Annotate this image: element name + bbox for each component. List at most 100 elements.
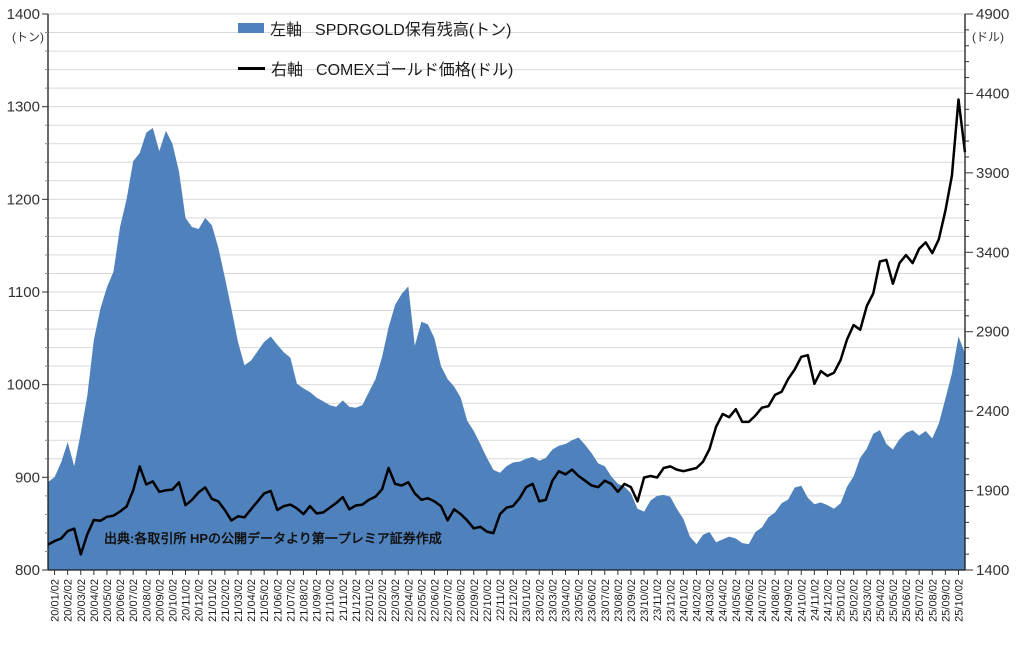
left-axis-tick-label: 900: [15, 469, 40, 486]
x-axis-tick-label: 23/07/02: [600, 579, 612, 622]
x-axis-tick-label: 23/09/02: [626, 579, 638, 622]
x-axis-tick-label: 25/08/02: [927, 579, 939, 622]
x-axis-tick-label: 24/12/02: [822, 579, 834, 622]
left-axis-tick-label: 1300: [7, 99, 40, 116]
x-axis-tick-label: 24/06/02: [744, 579, 756, 622]
legend-holdings-series-label: SPDRGOLD保有残高(トン): [315, 22, 512, 39]
x-axis-tick-label: 25/06/02: [901, 579, 913, 622]
legend-holdings-axis-label: 左軸: [270, 22, 303, 39]
x-axis-tick-label: 21/02/02: [220, 579, 232, 622]
x-axis-tick-label: 21/07/02: [285, 579, 297, 622]
x-axis-tick-label: 22/09/02: [469, 579, 481, 622]
legend-price-axis-label: 右軸: [271, 62, 304, 79]
x-axis-tick-label: 24/03/02: [705, 579, 717, 622]
x-axis-tick-label: 20/03/02: [76, 579, 88, 622]
x-axis-tick-label: 24/05/02: [731, 579, 743, 622]
x-axis-tick-label: 21/12/02: [351, 579, 363, 622]
x-axis-tick-label: 21/09/02: [312, 579, 324, 622]
x-axis-tick-label: 22/06/02: [429, 579, 441, 622]
right-axis-unit-label: (ドル): [972, 30, 1004, 44]
x-axis-tick-label: 21/05/02: [259, 579, 271, 622]
x-axis-tick-label: 22/07/02: [443, 579, 455, 622]
holdings-area-series: [48, 128, 965, 570]
x-axis-tick-label: 25/10/02: [953, 579, 965, 622]
x-axis-tick-label: 25/09/02: [940, 579, 952, 622]
x-axis-tick-label: 22/11/02: [495, 579, 507, 621]
x-axis-tick-label: 23/11/02: [652, 579, 664, 621]
x-axis-tick-label: 24/11/02: [809, 579, 821, 621]
x-axis-tick-label: 20/11/02: [181, 579, 193, 621]
x-axis-tick-label: 21/10/02: [325, 579, 337, 622]
x-axis-tick-label: 24/09/02: [783, 579, 795, 622]
x-axis-tick-label: 22/10/02: [482, 579, 494, 622]
x-axis-tick-label: 23/05/02: [574, 579, 586, 622]
x-axis-tick-label: 21/11/02: [338, 579, 350, 621]
x-axis-tick-label: 21/04/02: [246, 579, 258, 622]
legend-item-holdings: 左軸 SPDRGOLD保有残高(トン): [238, 18, 513, 39]
x-axis-tick-label: 22/05/02: [416, 579, 428, 622]
x-axis-tick-label: 21/01/02: [207, 579, 219, 622]
right-axis-tick-label: 2400: [976, 403, 1009, 420]
x-axis-tick-label: 25/07/02: [914, 579, 926, 622]
x-axis-tick-label: 23/12/02: [665, 579, 677, 622]
x-axis-tick-label: 20/06/02: [115, 579, 127, 622]
x-axis-tick-label: 24/10/02: [796, 579, 808, 622]
left-axis-tick-label: 1200: [7, 191, 40, 208]
x-axis-tick-label: 25/04/02: [875, 579, 887, 622]
x-axis-tick-label: 23/03/02: [547, 579, 559, 622]
x-axis-tick-label: 22/04/02: [403, 579, 415, 622]
right-axis-ticks: 1400 1900 2400 2900 3400 3900 4400 4900: [965, 6, 1009, 579]
x-axis-tick-label: 24/07/02: [757, 579, 769, 622]
right-axis-tick-label: 1900: [976, 483, 1009, 500]
x-axis-tick-label: 22/08/02: [456, 579, 468, 622]
x-axis-tick-label: 25/03/02: [862, 579, 874, 622]
x-axis-tick-label: 24/08/02: [770, 579, 782, 622]
x-axis-tick-label: 23/06/02: [587, 579, 599, 622]
legend-item-price: 右軸 COMEXゴールド価格(ドル): [238, 58, 514, 79]
x-axis-tick-label: 21/08/02: [298, 579, 310, 622]
x-axis-tick-label: 25/05/02: [888, 579, 900, 622]
legend-price-series-label: COMEXゴールド価格(ドル): [316, 62, 514, 79]
x-axis-tick-label: 23/04/02: [560, 579, 572, 622]
left-axis-ticks: 800 900 1000 1100 1200 1300 1400: [7, 6, 48, 579]
x-axis-tick-label: 22/12/02: [508, 579, 520, 622]
x-axis-tick-label: 23/02/02: [534, 579, 546, 622]
right-axis-tick-label: 1400: [976, 562, 1009, 579]
chart-legend: 左軸 SPDRGOLD保有残高(トン) 右軸 COMEXゴールド価格(ドル): [238, 18, 514, 79]
x-axis-tick-label: 25/01/02: [836, 579, 848, 622]
right-axis-tick-label: 4900: [976, 6, 1009, 23]
right-axis-tick-label: 3400: [976, 244, 1009, 261]
x-axis-tick-label: 24/04/02: [718, 579, 730, 622]
left-axis-tick-label: 1100: [8, 284, 40, 301]
x-axis-tick-label: 20/01/02: [50, 579, 62, 622]
holdings-area-swatch-icon: [238, 23, 264, 33]
x-axis-tick-label: 24/02/02: [691, 579, 703, 622]
right-axis-tick-label: 2900: [976, 324, 1009, 341]
left-axis-tick-label: 1000: [7, 377, 40, 394]
x-axis-tick-label: 25/02/02: [849, 579, 861, 622]
x-axis-tick-label: 20/10/02: [167, 579, 179, 622]
x-axis-tick-label: 20/09/02: [154, 579, 166, 622]
x-axis-tick-label: 20/05/02: [102, 579, 114, 622]
x-axis-tick-label: 24/01/02: [678, 579, 690, 622]
x-axis-tick-label: 23/08/02: [613, 579, 625, 622]
x-axis-tick-label: 20/04/02: [89, 579, 101, 622]
right-axis-tick-label: 3900: [976, 165, 1009, 182]
x-axis-tick-label: 21/03/02: [233, 579, 245, 622]
x-axis-tick-label: 23/10/02: [639, 579, 651, 622]
x-axis-tick-label: 21/06/02: [272, 579, 284, 622]
x-axis-tick-label: 22/02/02: [377, 579, 389, 622]
left-axis-unit-label: (トン): [12, 30, 44, 44]
x-axis-tick-label: 22/01/02: [364, 579, 376, 622]
x-axis-tick-label: 23/01/02: [521, 579, 533, 622]
right-axis-tick-label: 4400: [976, 85, 1009, 102]
x-axis-tick-label: 20/02/02: [63, 579, 75, 622]
x-axis-tick-label: 20/07/02: [128, 579, 140, 622]
x-axis-tick-label: 20/08/02: [141, 579, 153, 622]
price-line-swatch-icon: [238, 66, 265, 70]
price-line-series: [47, 98, 967, 556]
x-axis-tick-label: 22/03/02: [390, 579, 402, 622]
x-axis-ticks: 20/01/02 20/02/02 20/03/02 20/04/02 20/05/02…: [50, 570, 965, 622]
